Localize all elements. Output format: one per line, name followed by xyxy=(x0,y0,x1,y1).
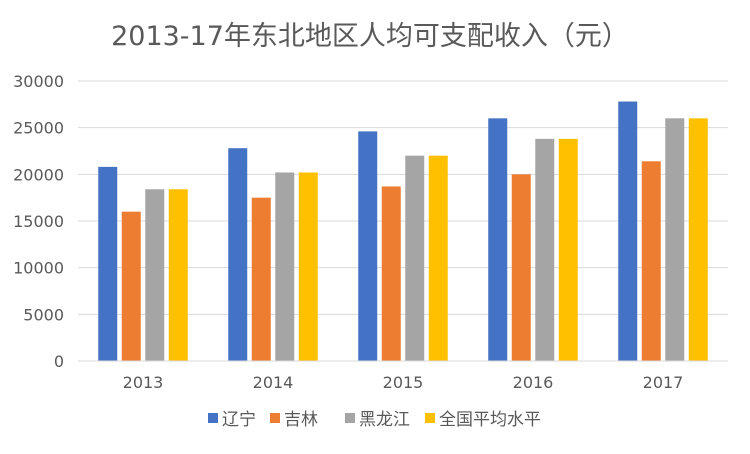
legend-label: 全国平均水平 xyxy=(439,410,541,430)
y-tick-label: 10000 xyxy=(13,259,64,278)
legend-swatch xyxy=(425,413,435,423)
bar-2017-series-0 xyxy=(618,101,638,362)
y-tick-label: 0 xyxy=(54,352,64,371)
bar-2014-series-2 xyxy=(275,172,295,361)
bar-2015-series-0 xyxy=(358,131,378,361)
legend-swatch xyxy=(345,413,355,423)
y-tick-label: 5000 xyxy=(23,305,64,324)
legend-label: 吉林 xyxy=(284,410,318,430)
y-tick-label: 20000 xyxy=(13,165,64,184)
bar-2013-series-2 xyxy=(145,189,165,361)
bars xyxy=(98,101,708,362)
bar-2014-series-0 xyxy=(228,148,248,361)
legend: 辽宁 吉林 黑龙江 全国平均水平 xyxy=(208,410,541,430)
bar-2017-series-3 xyxy=(688,118,708,361)
y-tick-label: 30000 xyxy=(13,72,64,91)
legend-swatch xyxy=(270,413,280,423)
bar-2015-series-3 xyxy=(428,155,448,361)
bar-2015-series-2 xyxy=(405,155,425,361)
chart-title: 2013-17年东北地区人均可支配收入（元） xyxy=(111,21,629,52)
bar-2016-series-1 xyxy=(511,174,531,361)
legend-label: 黑龙江 xyxy=(359,410,410,430)
x-tick-label: 2015 xyxy=(383,373,424,392)
bar-2013-series-1 xyxy=(121,211,141,361)
bar-2016-series-3 xyxy=(558,138,578,361)
y-axis-ticks: 0 5000 10000 15000 20000 25000 30000 xyxy=(13,72,64,371)
bar-2013-series-0 xyxy=(98,166,118,361)
bar-2016-series-2 xyxy=(535,138,555,361)
bar-2016-series-0 xyxy=(488,118,508,361)
legend-label: 辽宁 xyxy=(222,410,256,430)
bar-2013-series-3 xyxy=(168,189,188,361)
x-tick-label: 2017 xyxy=(643,373,684,392)
x-tick-label: 2014 xyxy=(253,373,294,392)
bar-2014-series-3 xyxy=(298,172,318,361)
bar-2017-series-2 xyxy=(665,118,685,361)
x-axis-ticks: 2013 2014 2015 2016 2017 xyxy=(123,373,684,392)
bar-2015-series-1 xyxy=(381,186,401,361)
legend-swatch xyxy=(208,413,218,423)
bar-2017-series-1 xyxy=(641,161,661,361)
x-tick-label: 2013 xyxy=(123,373,164,392)
x-tick-label: 2016 xyxy=(513,373,554,392)
y-tick-label: 25000 xyxy=(13,119,64,138)
bar-2014-series-1 xyxy=(251,197,271,361)
y-tick-label: 15000 xyxy=(13,212,64,231)
